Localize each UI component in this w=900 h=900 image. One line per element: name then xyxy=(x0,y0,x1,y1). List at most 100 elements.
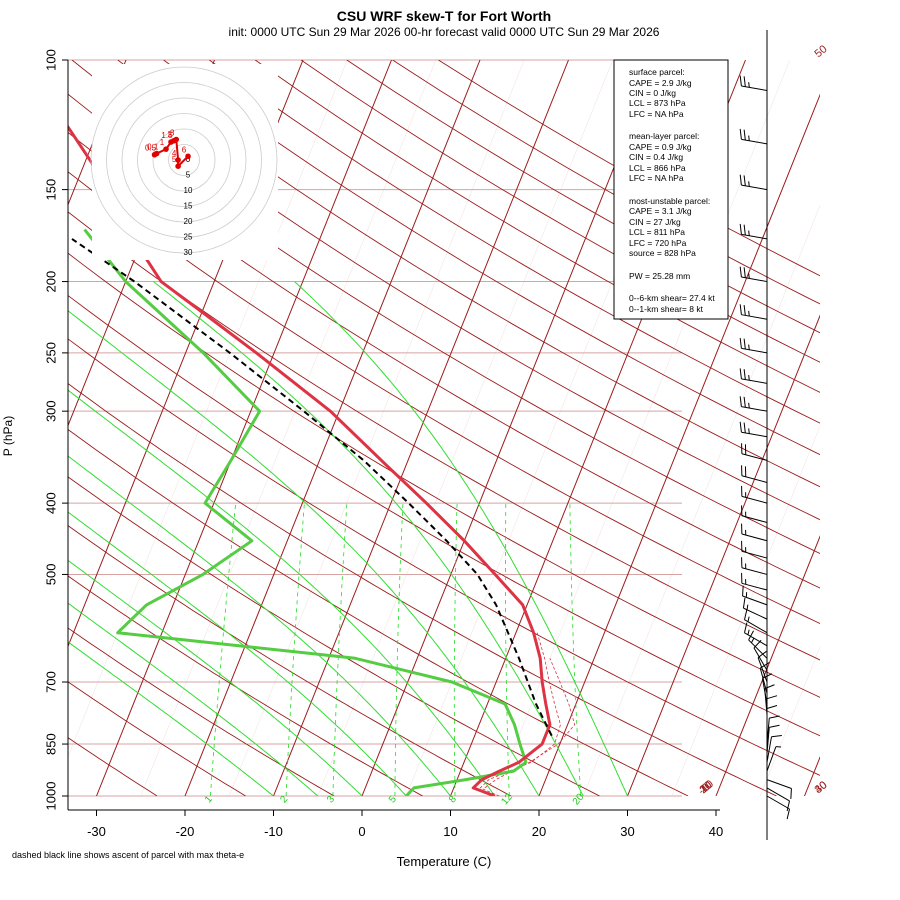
isotherm-line xyxy=(273,60,569,796)
wind-barb-flag xyxy=(739,337,742,349)
isotherm-line xyxy=(804,755,820,796)
wind-barb-shaft xyxy=(741,276,768,283)
sounding-profiles xyxy=(68,124,576,796)
dry-adiabat-line xyxy=(68,171,820,625)
x-axis-ticks: -30 -20 -10 0 10 20 30 40 xyxy=(87,810,723,839)
temperature-line xyxy=(68,124,552,796)
dry-adiabat-line xyxy=(68,131,820,589)
dry-adiabat-line xyxy=(68,525,512,796)
hodograph-point-label: 2 xyxy=(168,130,173,139)
stats-mean-layer-cin: CIN = 0.4 J/kg xyxy=(629,152,683,162)
mixing-ratio-label: 5 xyxy=(387,794,399,806)
wind-barb-shaft xyxy=(741,567,768,575)
wind-barb-flag xyxy=(748,310,750,317)
wind-barb-flag xyxy=(739,396,742,407)
hodograph-ring xyxy=(106,82,262,238)
wind-barb-flag xyxy=(786,800,791,812)
isotherm-line xyxy=(96,60,392,796)
isotherm-line xyxy=(715,535,820,796)
wind-barb-shaft xyxy=(766,727,770,754)
wind-barb xyxy=(741,443,768,461)
dry-adiabat-line xyxy=(209,60,820,424)
stats-shear-0-6km: 0--6-km shear= 27.4 kt xyxy=(629,293,715,303)
y-axis-label: P (hPa) xyxy=(1,416,15,456)
mixing-ratio-line xyxy=(569,503,582,796)
wind-barb-flag xyxy=(748,402,750,409)
wind-barb xyxy=(739,421,768,438)
background-grid-line xyxy=(583,204,820,796)
wind-barb-shaft xyxy=(759,667,768,694)
stats-most-unstable-cape: CAPE = 3.1 J/kg xyxy=(629,206,692,216)
wind-barb xyxy=(743,622,768,647)
wind-barb-flag xyxy=(743,369,746,380)
virtual-temperature-line xyxy=(479,632,561,796)
y-tick-label: 150 xyxy=(43,179,58,201)
hodograph-ring xyxy=(152,128,216,192)
dry-adiabat-line xyxy=(117,60,820,488)
y-tick-label: 300 xyxy=(43,400,58,422)
background-grid-line xyxy=(140,60,436,796)
hodograph-ring-label: 10 xyxy=(184,186,193,195)
hodograph-point-label: 1 xyxy=(160,138,165,147)
wind-barb-flag xyxy=(748,344,750,350)
stats-box: surface parcel: CAPE = 2.9 J/kg CIN = 0 … xyxy=(613,59,729,320)
stats-mean-layer-heading: mean-layer parcel: xyxy=(629,131,699,141)
wind-barb-flag xyxy=(769,715,780,719)
wind-barb-shaft xyxy=(741,138,768,145)
moist-adiabat-line xyxy=(68,641,274,796)
wind-barb xyxy=(739,128,768,145)
isotherm-line xyxy=(627,314,820,796)
hodograph-point-label: 5 xyxy=(172,155,177,164)
mixing-ratio-label: 1 xyxy=(203,794,215,806)
mixing-ratio-line xyxy=(453,503,458,796)
wind-barb-shaft xyxy=(744,632,768,647)
hodograph-ring-label: 5 xyxy=(186,171,191,180)
wind-barb-flag xyxy=(771,735,782,738)
stats-surface-lfc: LFC = NA hPa xyxy=(629,109,684,119)
dry-adiabat-line xyxy=(68,338,820,776)
x-tick-label: 40 xyxy=(709,824,723,839)
hodograph-point xyxy=(153,150,160,157)
isotherm-line xyxy=(184,60,481,796)
hodograph-ring xyxy=(137,113,231,207)
wind-barb-flag xyxy=(739,304,742,315)
dry-adiabat-line xyxy=(68,575,423,796)
wind-barb-flag xyxy=(743,396,746,408)
wind-barb-shaft xyxy=(741,475,768,483)
hodograph-ring-label: 30 xyxy=(184,248,193,257)
wind-barb xyxy=(766,787,791,812)
x-tick-label: 30 xyxy=(620,824,634,839)
stats-surface-lcl: LCL = 873 hPa xyxy=(629,98,686,108)
isotherm-line xyxy=(538,93,820,796)
wind-barb-flag xyxy=(748,135,750,141)
wind-barb-flag xyxy=(790,788,792,799)
wind-barb-shaft xyxy=(741,378,768,384)
wind-barb-flag xyxy=(739,368,742,379)
hodograph-point-label: 0.5 xyxy=(145,144,157,153)
y-tick-label: 700 xyxy=(43,671,58,693)
wind-barb-shaft xyxy=(741,550,768,559)
wind-barb xyxy=(753,639,768,671)
dry-adiabat-line xyxy=(71,60,820,521)
wind-barb xyxy=(766,779,792,799)
dry-adiabat-lines xyxy=(68,60,820,796)
wind-barb xyxy=(766,724,780,754)
dry-adiabat-line xyxy=(254,60,820,393)
wind-barb-flag xyxy=(739,174,742,186)
y-tick-label: 500 xyxy=(43,564,58,586)
background-grid-line xyxy=(760,646,820,796)
stats-most-unstable-heading: most-unstable parcel: xyxy=(629,196,710,206)
wind-barb-flag xyxy=(743,422,746,433)
wind-barb xyxy=(766,795,791,820)
wind-barb-flag xyxy=(743,129,746,141)
chart-title: CSU WRF skew-T for Fort Worth xyxy=(337,8,551,24)
background-grid-line xyxy=(893,60,900,796)
y-tick-label: 850 xyxy=(43,733,58,755)
moist-adiabat-line xyxy=(68,389,496,796)
hodograph-point xyxy=(175,163,181,169)
hodograph-point xyxy=(175,157,181,163)
wind-barb xyxy=(739,75,768,91)
wind-barb-shaft xyxy=(757,657,768,683)
hodograph-ring xyxy=(90,66,278,254)
